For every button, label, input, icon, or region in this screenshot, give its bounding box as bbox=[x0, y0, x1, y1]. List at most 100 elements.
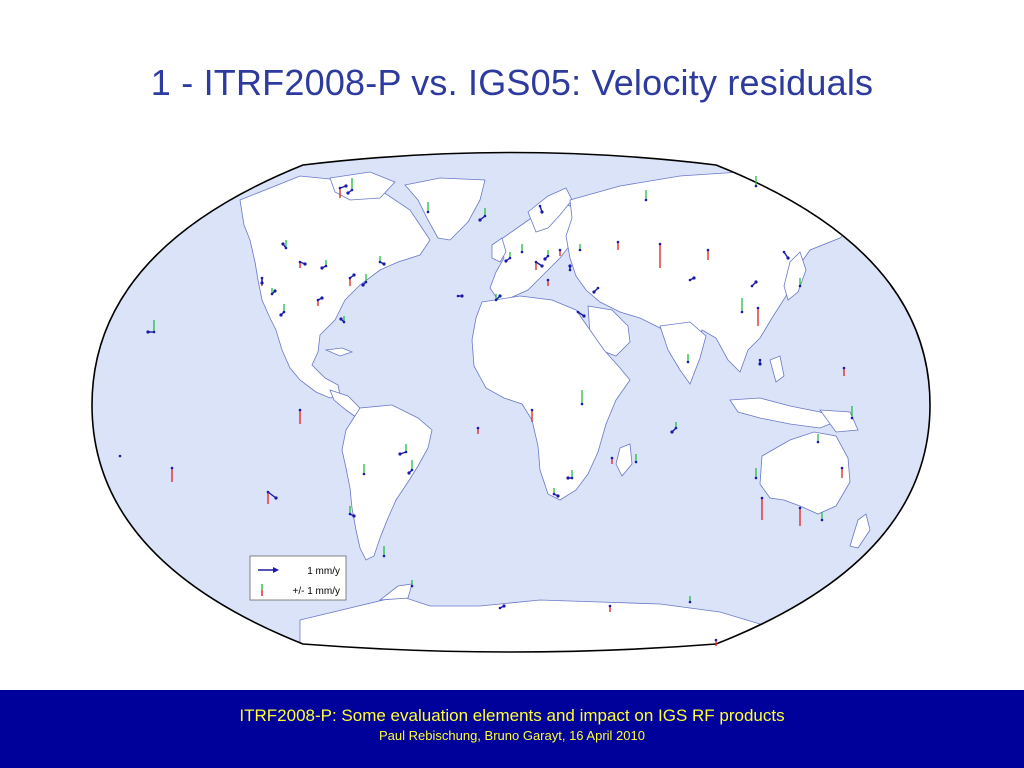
station-dot bbox=[576, 310, 580, 314]
japan bbox=[783, 251, 807, 301]
station-dot bbox=[570, 476, 574, 480]
residual-arrow-head bbox=[281, 242, 285, 246]
station-dot bbox=[498, 606, 502, 610]
residual-arrow-head bbox=[460, 294, 464, 298]
madagascar bbox=[615, 443, 633, 477]
new-zealand bbox=[849, 513, 871, 549]
station-dot bbox=[348, 512, 352, 516]
residual-arrow-head bbox=[260, 281, 264, 285]
blue-arrow-icon bbox=[258, 567, 279, 573]
station-dot bbox=[546, 254, 550, 258]
residual-arrow-head bbox=[339, 317, 343, 321]
station-dot bbox=[750, 284, 754, 288]
station-dot bbox=[410, 468, 414, 472]
station-dot bbox=[688, 278, 692, 282]
station-dot bbox=[118, 454, 122, 458]
station-dot bbox=[538, 204, 542, 208]
station-dot bbox=[610, 456, 614, 460]
residual-arrow-head bbox=[540, 264, 544, 268]
world-map: 1 mm/y +/- 1 mm/y bbox=[91, 151, 931, 653]
philippines bbox=[769, 355, 785, 383]
station-dot bbox=[456, 294, 460, 298]
footer-title: ITRF2008-P: Some evaluation elements and… bbox=[239, 706, 785, 725]
station-dot bbox=[152, 330, 156, 334]
station-dot bbox=[382, 554, 386, 558]
residual-mark bbox=[267, 491, 277, 499]
residual-arrow-head bbox=[398, 452, 402, 456]
uk-ireland bbox=[491, 237, 507, 263]
station-dot bbox=[782, 250, 786, 254]
station-dot bbox=[494, 298, 498, 302]
legend-horizontal-label: 1 mm/y bbox=[307, 566, 340, 577]
station-dot bbox=[282, 310, 286, 314]
residual-arrow-head bbox=[692, 276, 696, 280]
station-dot bbox=[364, 280, 368, 284]
india bbox=[659, 321, 707, 385]
station-dot bbox=[760, 496, 764, 500]
station-dot bbox=[342, 320, 346, 324]
station-dot bbox=[362, 472, 366, 476]
residual-arrow-head bbox=[346, 191, 350, 195]
residual-arrow-head bbox=[568, 264, 572, 268]
station-dot bbox=[404, 450, 408, 454]
station-dot bbox=[266, 490, 270, 494]
station-dot bbox=[674, 426, 678, 430]
station-dot bbox=[578, 248, 582, 252]
station-dot bbox=[324, 264, 328, 268]
station-dot bbox=[508, 256, 512, 260]
station-dot bbox=[820, 518, 824, 522]
station-dot bbox=[754, 476, 758, 480]
station-dot bbox=[348, 276, 352, 280]
antarctica bbox=[299, 595, 761, 652]
residual-arrow-head bbox=[504, 259, 508, 263]
station-dot bbox=[476, 426, 480, 430]
map-svg: 1 mm/y +/- 1 mm/y bbox=[91, 151, 931, 653]
residual-arrow-head bbox=[407, 471, 411, 475]
station-dot bbox=[426, 210, 430, 214]
legend-vertical-label: +/- 1 mm/y bbox=[292, 586, 340, 597]
station-dot bbox=[350, 188, 354, 192]
station-dot bbox=[284, 246, 288, 250]
station-dot bbox=[616, 240, 620, 244]
station-dot bbox=[552, 492, 556, 496]
residual-arrow-head bbox=[320, 296, 324, 300]
caribbean-islands bbox=[324, 347, 354, 357]
footer-authors: Paul Rebischung, Bruno Garayt, 16 April … bbox=[379, 728, 645, 743]
station-dot bbox=[530, 408, 534, 412]
residual-arrow-head bbox=[352, 273, 356, 277]
scandinavia bbox=[527, 187, 573, 233]
station-dot bbox=[634, 460, 638, 464]
arctic-islands bbox=[329, 171, 396, 201]
station-dot bbox=[270, 292, 274, 296]
station-dot bbox=[410, 584, 414, 588]
station-dot bbox=[688, 600, 692, 604]
residual-arrow-head bbox=[382, 262, 386, 266]
residual-arrow-head bbox=[758, 362, 762, 366]
station-dot bbox=[520, 250, 524, 254]
station-dot bbox=[378, 260, 382, 264]
greenland bbox=[404, 177, 486, 241]
residual-arrow-head bbox=[502, 604, 506, 608]
station-dot bbox=[706, 248, 710, 252]
velocity-residual-markers bbox=[118, 176, 854, 646]
station-dot bbox=[850, 416, 854, 420]
station-dot bbox=[840, 466, 844, 470]
station-dot bbox=[483, 214, 487, 218]
station-dot bbox=[644, 198, 648, 202]
station-dot bbox=[260, 276, 264, 280]
residual-arrow-head bbox=[498, 294, 502, 298]
residual-arrow-head bbox=[303, 262, 307, 266]
residual-arrow-head bbox=[670, 430, 674, 434]
residual-arrow-head bbox=[478, 218, 482, 222]
australia bbox=[759, 431, 851, 515]
residual-arrow-head bbox=[592, 290, 596, 294]
residual-arrow-head bbox=[754, 280, 758, 284]
station-dot bbox=[558, 248, 562, 252]
residual-arrow-head bbox=[786, 256, 790, 260]
residual-arrow-head bbox=[556, 494, 560, 498]
station-dot bbox=[546, 278, 550, 282]
residual-arrow-head bbox=[352, 514, 356, 518]
residual-arrow-head bbox=[582, 314, 586, 318]
station-dot bbox=[316, 298, 320, 302]
new-guinea bbox=[819, 409, 859, 433]
